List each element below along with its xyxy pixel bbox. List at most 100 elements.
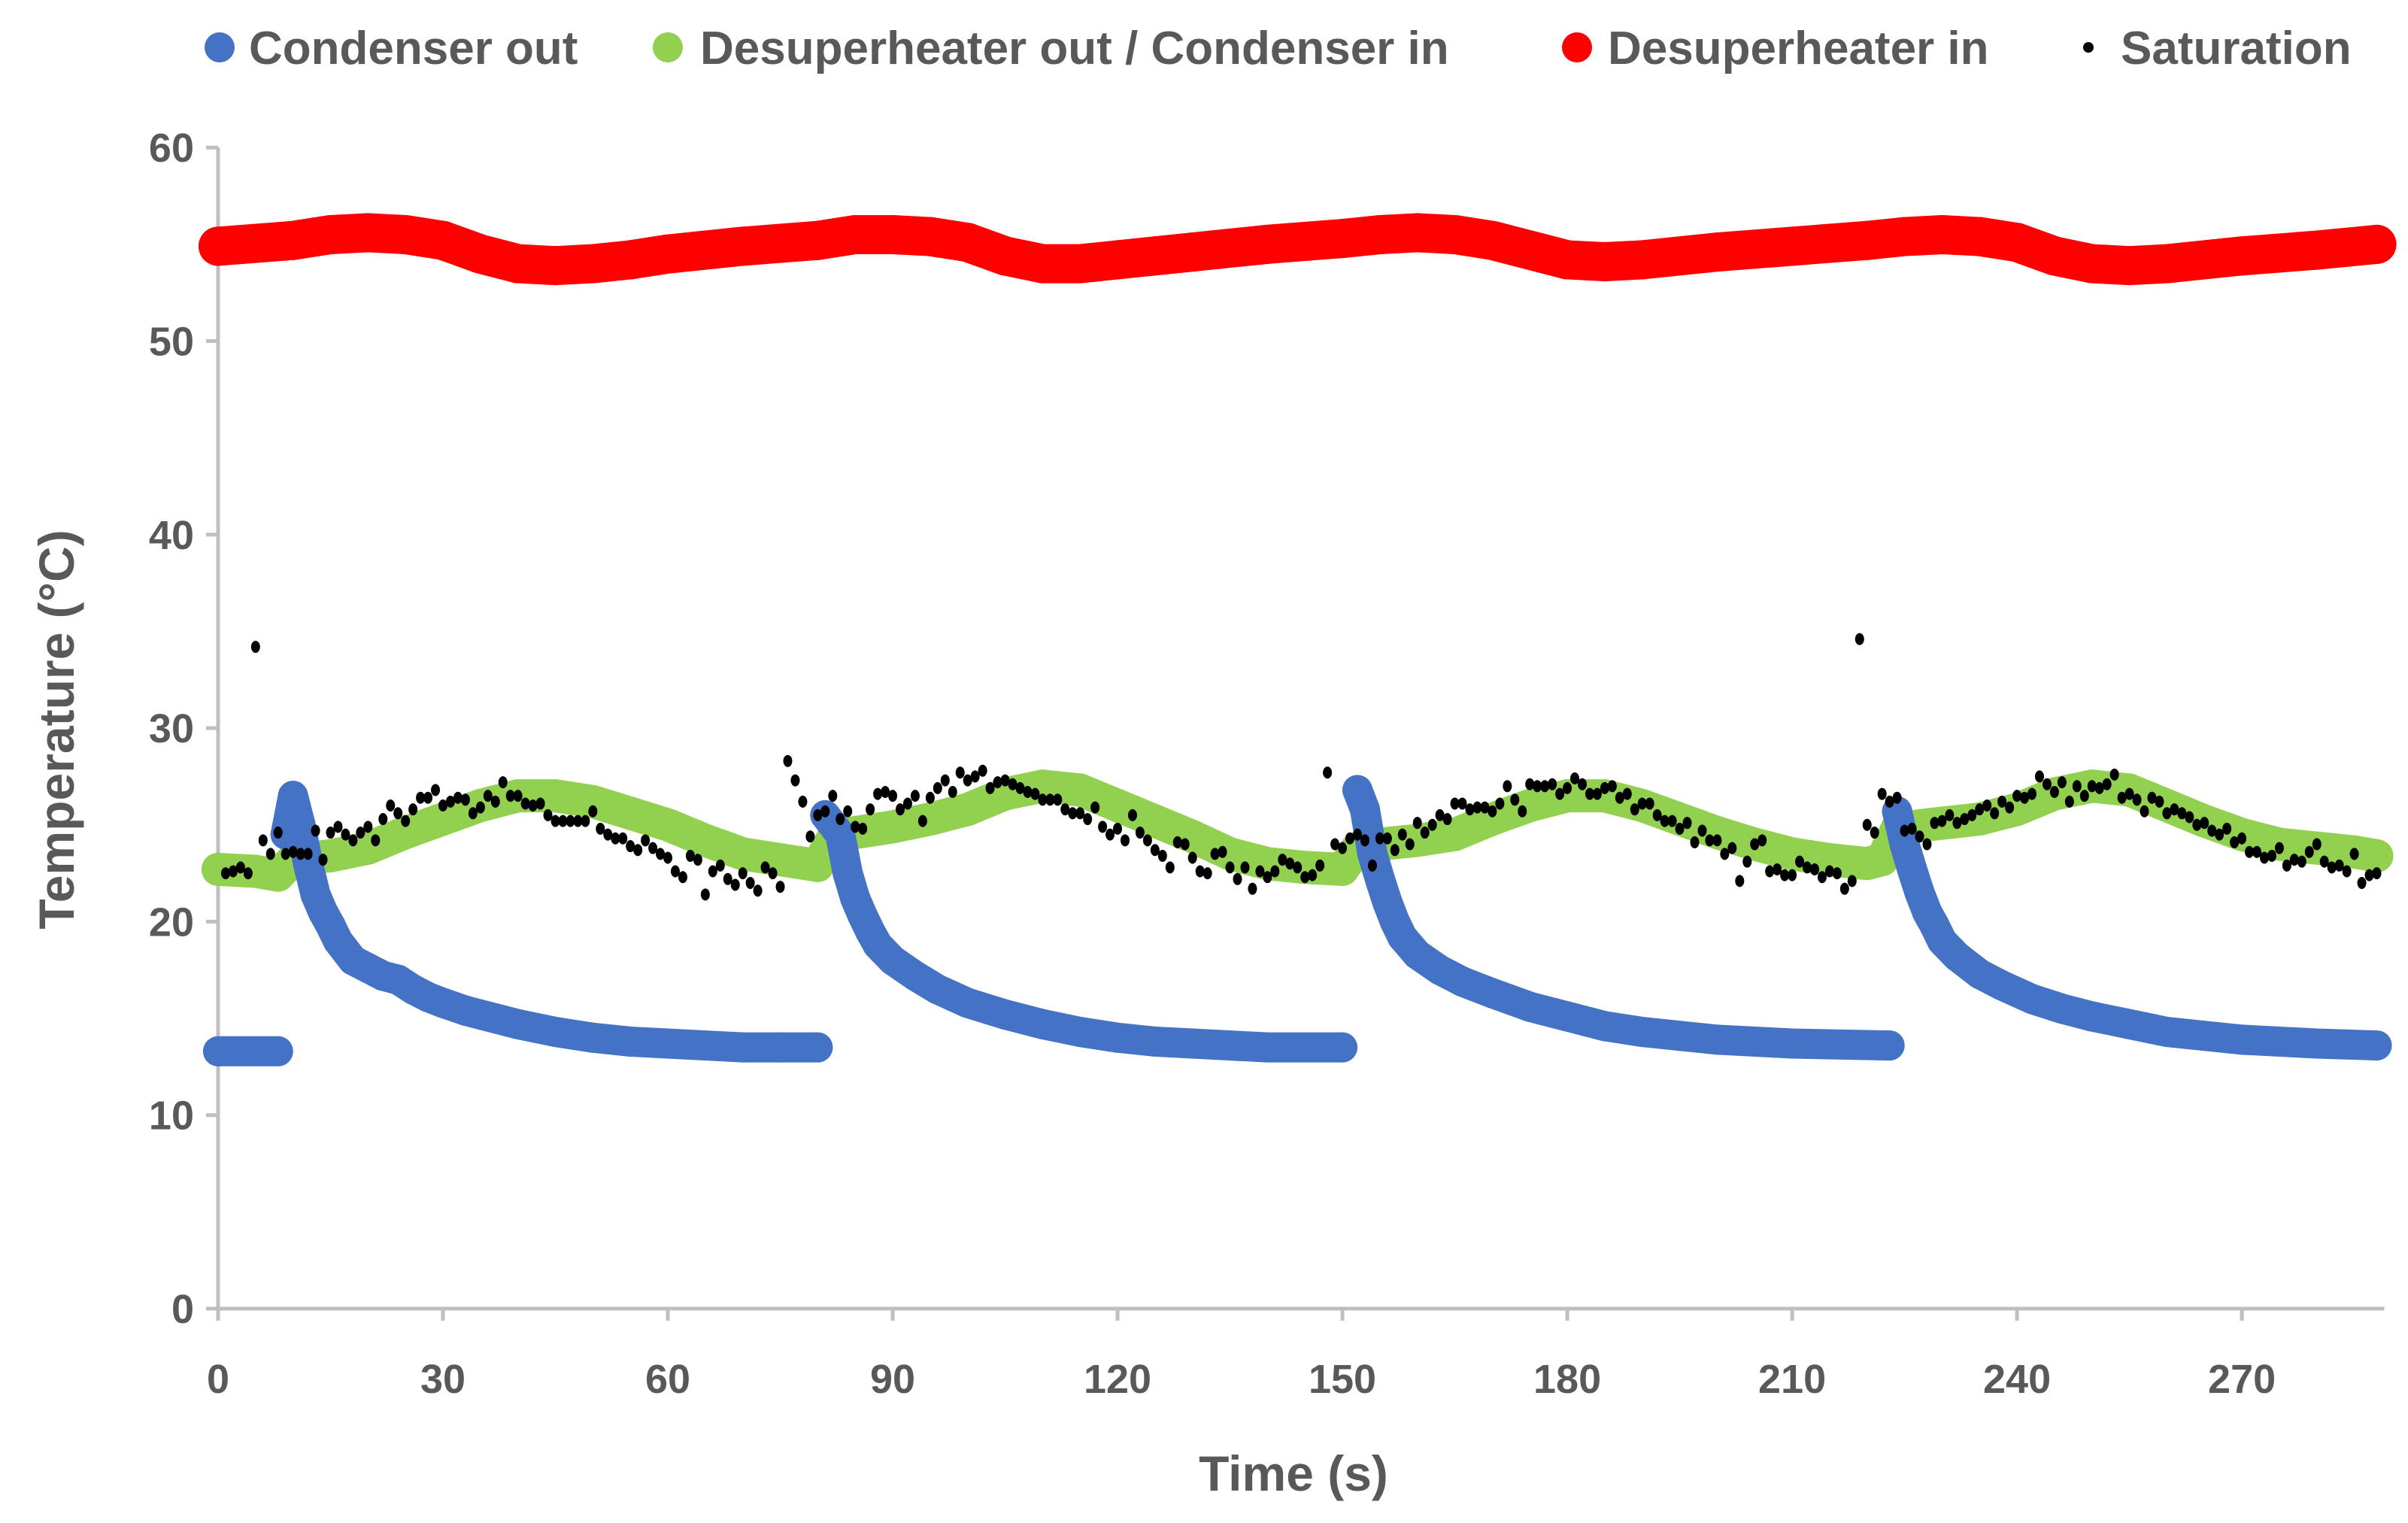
data-point — [1360, 834, 1369, 847]
data-point — [1435, 809, 1445, 821]
data-point — [1480, 801, 1490, 814]
data-point — [1367, 859, 1377, 872]
series-saturation — [220, 633, 2382, 901]
data-point — [1000, 774, 1010, 787]
data-point — [2177, 807, 2187, 820]
data-point — [1503, 780, 1512, 793]
data-point — [798, 220, 838, 260]
data-point — [633, 844, 643, 857]
x-tick-label: 120 — [1084, 1357, 1151, 1402]
data-point — [1773, 863, 1782, 875]
data-point — [1065, 1017, 1096, 1048]
data-point — [1585, 242, 1624, 282]
data-point — [1697, 232, 1737, 272]
data-point — [341, 828, 350, 841]
data-point — [573, 244, 613, 284]
x-tick-label: 60 — [645, 1357, 690, 1402]
data-point — [1142, 834, 1152, 847]
data-point — [641, 834, 651, 847]
data-point — [768, 867, 778, 880]
data-point — [1839, 882, 1849, 895]
data-point — [2034, 770, 2044, 783]
data-point — [588, 805, 598, 818]
data-point — [371, 834, 381, 847]
data-point — [836, 214, 875, 254]
data-point — [1308, 869, 1318, 881]
data-point — [820, 805, 830, 818]
data-point — [1803, 861, 1812, 874]
data-point — [726, 837, 760, 871]
data-point — [326, 827, 335, 839]
data-point — [1705, 834, 1715, 847]
data-point — [648, 234, 688, 274]
data-point — [1607, 780, 1617, 793]
data-point — [2132, 793, 2142, 806]
data-point — [843, 805, 853, 818]
legend-label: Desuperheater in — [1608, 23, 1989, 74]
data-point — [1465, 803, 1475, 816]
data-point — [1252, 1032, 1283, 1063]
data-point — [1023, 786, 1033, 799]
data-point — [581, 815, 590, 827]
data-point — [878, 945, 908, 975]
data-point — [1083, 813, 1093, 826]
data-point — [528, 799, 538, 812]
data-point — [468, 807, 478, 820]
data-point — [1233, 872, 1242, 885]
data-point — [614, 796, 647, 830]
data-point — [277, 781, 308, 812]
data-point — [925, 791, 935, 804]
data-point — [1712, 834, 1722, 847]
data-point — [723, 226, 763, 266]
data-point — [851, 821, 860, 833]
data-point — [333, 821, 343, 833]
data-point — [1518, 805, 1527, 818]
data-point — [1180, 838, 1190, 851]
data-point — [1937, 815, 1947, 827]
data-point — [873, 787, 883, 800]
data-point — [1533, 780, 1542, 793]
data-point — [828, 790, 838, 802]
data-point — [1195, 865, 1205, 878]
data-point — [626, 840, 635, 853]
data-point — [1293, 861, 1303, 874]
data-point — [1997, 223, 2037, 262]
data-point — [2064, 795, 2074, 808]
data-point — [1090, 801, 1100, 814]
data-point — [700, 888, 710, 901]
data-point — [2109, 246, 2149, 286]
data-point — [2207, 824, 2217, 837]
data-point — [2200, 817, 2209, 830]
data-point — [1352, 828, 1362, 841]
data-point — [2109, 768, 2119, 781]
data-point — [2274, 842, 2284, 854]
data-point — [651, 808, 685, 842]
data-point — [1015, 781, 1025, 794]
data-point — [730, 878, 740, 891]
data-point — [2147, 791, 2157, 804]
data-point — [603, 828, 613, 841]
legend-marker — [653, 32, 683, 62]
data-point — [2364, 869, 2374, 881]
data-point — [765, 1032, 796, 1063]
data-point — [866, 803, 875, 816]
data-point — [2114, 1009, 2145, 1039]
data-point — [895, 803, 905, 816]
data-point — [1735, 875, 1745, 887]
data-point — [356, 827, 365, 839]
data-point — [2237, 832, 2247, 845]
data-point — [715, 859, 725, 872]
legend-entry: Condenser out — [205, 23, 578, 74]
data-point — [1589, 1011, 1620, 1042]
data-point — [1435, 214, 1475, 254]
data-point — [1960, 217, 2000, 256]
legend-marker — [205, 32, 235, 62]
data-point — [1127, 809, 1137, 821]
data-point — [1690, 836, 1700, 848]
data-point — [243, 867, 253, 880]
data-point — [798, 795, 808, 808]
data-point — [1150, 844, 1160, 857]
data-point — [910, 790, 920, 802]
legend: Condenser out Desuperheater out / Condens… — [205, 23, 2352, 74]
data-point — [1964, 958, 1995, 989]
